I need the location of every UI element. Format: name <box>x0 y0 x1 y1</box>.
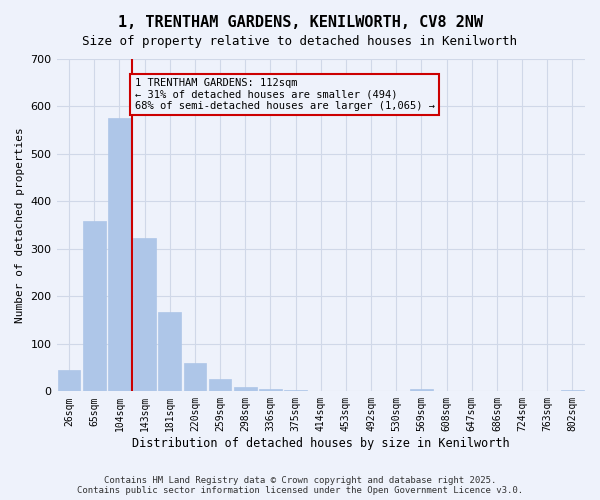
Bar <box>561 390 584 392</box>
X-axis label: Distribution of detached houses by size in Kenilworth: Distribution of detached houses by size … <box>132 437 509 450</box>
Bar <box>284 390 307 392</box>
Text: 1, TRENTHAM GARDENS, KENILWORTH, CV8 2NW: 1, TRENTHAM GARDENS, KENILWORTH, CV8 2NW <box>118 15 482 30</box>
Bar <box>108 118 131 392</box>
Bar <box>410 389 433 392</box>
Bar <box>83 222 106 392</box>
Bar <box>259 389 282 392</box>
Bar <box>209 380 232 392</box>
Y-axis label: Number of detached properties: Number of detached properties <box>15 128 25 323</box>
Text: Size of property relative to detached houses in Kenilworth: Size of property relative to detached ho… <box>83 35 517 48</box>
Text: 1 TRENTHAM GARDENS: 112sqm
← 31% of detached houses are smaller (494)
68% of sem: 1 TRENTHAM GARDENS: 112sqm ← 31% of deta… <box>134 78 434 111</box>
Bar <box>158 312 181 392</box>
Bar <box>184 363 206 392</box>
Bar <box>58 370 80 392</box>
Text: Contains HM Land Registry data © Crown copyright and database right 2025.
Contai: Contains HM Land Registry data © Crown c… <box>77 476 523 495</box>
Bar <box>234 386 257 392</box>
Bar <box>133 238 156 392</box>
